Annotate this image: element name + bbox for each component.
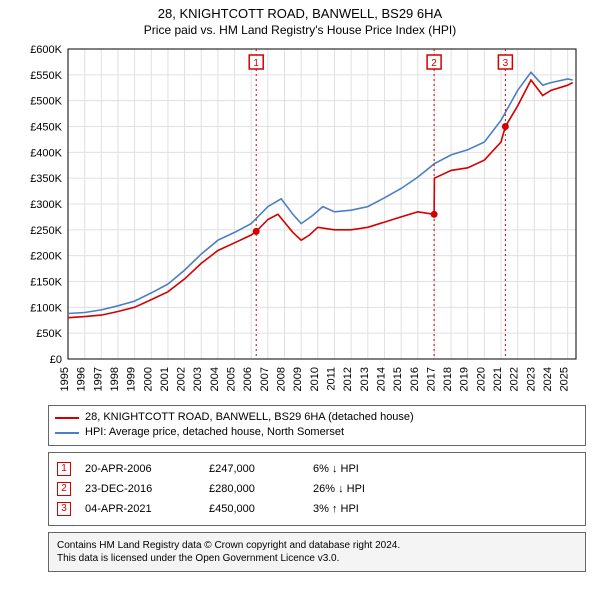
footer-line2: This data is licensed under the Open Gov… [57,552,577,565]
x-tick-label: 2013 [359,367,371,391]
x-tick-label: 2022 [509,367,521,391]
legend-swatch-hpi [55,432,79,434]
y-tick-label: £100K [30,302,62,314]
sale-delta: 3% ↑ HPI [313,503,577,515]
x-tick-label: 2020 [475,367,487,391]
x-tick-label: 2017 [425,367,437,391]
y-tick-label: £200K [30,251,62,263]
y-tick-label: £300K [30,199,62,211]
y-tick-label: £150K [30,276,62,288]
legend-item-hpi: HPI: Average price, detached house, Nort… [55,425,579,440]
series-price_paid [68,80,573,318]
line-chart-svg: £0 £50K £100K £150K £200K £250K £300K £350K £400… [20,41,580,401]
series-hpi [68,72,573,313]
sale-price: £247,000 [209,463,299,475]
x-tick-label: 2023 [525,367,537,391]
sale-date: 04-APR-2021 [85,503,195,515]
sale-marker-number: 3 [503,58,509,69]
legend-item-price-paid: 28, KNIGHTCOTT ROAD, BANWELL, BS29 6HA (… [55,410,579,425]
sale-price: £280,000 [209,483,299,495]
x-tick-label: 2015 [392,367,404,391]
sale-marker-icon: 2 [57,482,71,496]
sale-marker-dot [502,123,509,130]
y-tick-label: £0 [50,354,62,366]
y-tick-label: £250K [30,225,62,237]
x-tick-label: 2004 [209,367,221,391]
sale-date: 20-APR-2006 [85,463,195,475]
x-tick-label: 1996 [76,367,88,391]
x-tick-label: 1997 [92,367,104,391]
x-tick-label: 1998 [109,367,121,391]
x-tick-label: 2012 [342,367,354,391]
x-tick-label: 2014 [375,367,387,391]
sale-marker-dot [431,211,438,218]
x-tick-label: 2010 [309,367,321,391]
sale-marker-number: 2 [431,58,437,69]
sale-marker-dot [253,228,260,235]
x-tick-label: 2011 [325,367,337,391]
x-tick-label: 2024 [542,367,554,391]
sale-row: 1 20-APR-2006 £247,000 6% ↓ HPI [57,459,577,479]
y-tick-label: £500K [30,96,62,108]
chart-title-line2: Price paid vs. HM Land Registry's House … [0,23,600,41]
x-tick-label: 1995 [59,367,71,391]
y-tick-label: £450K [30,121,62,133]
x-tick-label: 2001 [159,367,171,391]
legend: 28, KNIGHTCOTT ROAD, BANWELL, BS29 6HA (… [48,405,586,446]
x-tick-label: 2006 [242,367,254,391]
x-tick-label: 2002 [176,367,188,391]
attribution-footer: Contains HM Land Registry data © Crown c… [48,532,586,572]
sale-marker-number: 1 [253,58,259,69]
y-tick-label: £550K [30,70,62,82]
legend-label-hpi: HPI: Average price, detached house, Nort… [85,425,344,440]
y-tick-label: £600K [30,44,62,56]
x-tick-label: 2018 [442,367,454,391]
chart-title-line1: 28, KNIGHTCOTT ROAD, BANWELL, BS29 6HA [0,0,600,23]
x-tick-label: 2025 [559,367,571,391]
x-tick-label: 2007 [259,367,271,391]
y-tick-label: £50K [36,328,62,340]
y-tick-label: £350K [30,173,62,185]
x-tick-label: 2005 [226,367,238,391]
sale-marker-icon: 3 [57,502,71,516]
sale-delta: 26% ↓ HPI [313,483,577,495]
legend-label-price-paid: 28, KNIGHTCOTT ROAD, BANWELL, BS29 6HA (… [85,410,414,425]
sale-marker-icon: 1 [57,462,71,476]
x-tick-label: 2008 [276,367,288,391]
sale-price: £450,000 [209,503,299,515]
y-tick-label: £400K [30,147,62,159]
footer-line1: Contains HM Land Registry data © Crown c… [57,539,577,552]
chart-area: £0 £50K £100K £150K £200K £250K £300K £350K £400… [20,41,580,401]
x-tick-label: 2021 [492,367,504,391]
x-tick-label: 2016 [409,367,421,391]
sale-date: 23-DEC-2016 [85,483,195,495]
x-tick-label: 2003 [192,367,204,391]
legend-swatch-price-paid [55,417,79,419]
sales-table: 1 20-APR-2006 £247,000 6% ↓ HPI 2 23-DEC… [48,452,586,526]
x-tick-label: 2009 [292,367,304,391]
x-tick-label: 2000 [142,367,154,391]
sale-delta: 6% ↓ HPI [313,463,577,475]
sale-row: 2 23-DEC-2016 £280,000 26% ↓ HPI [57,479,577,499]
x-tick-label: 1999 [126,367,138,391]
sale-row: 3 04-APR-2021 £450,000 3% ↑ HPI [57,499,577,519]
x-tick-label: 2019 [459,367,471,391]
